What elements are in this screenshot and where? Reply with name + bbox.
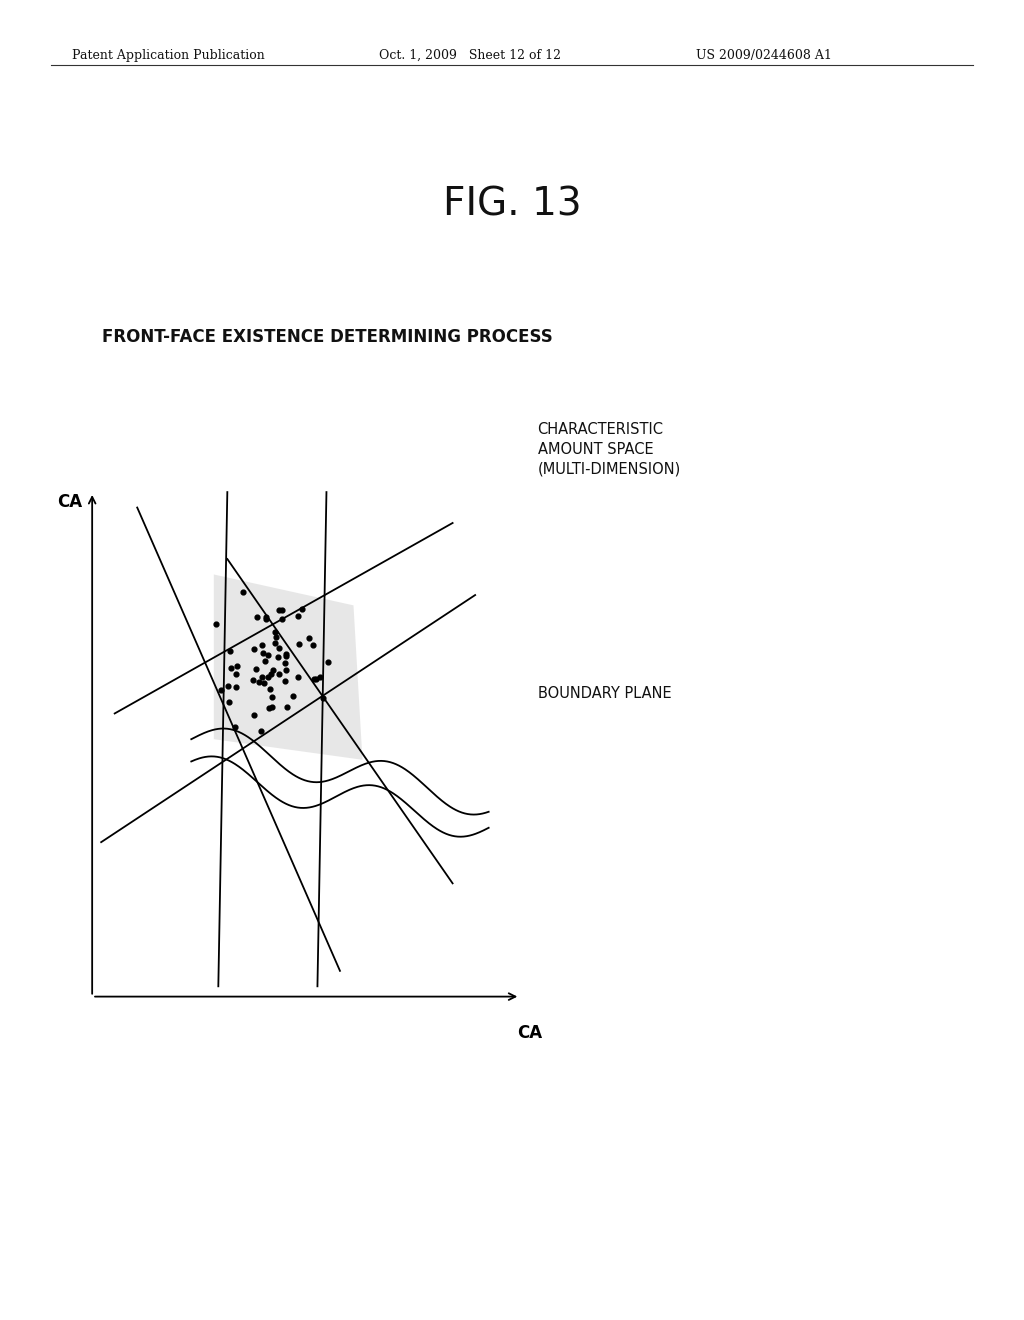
Point <box>251 672 267 693</box>
Text: CHARACTERISTIC
AMOUNT SPACE
(MULTI-DIMENSION): CHARACTERISTIC AMOUNT SPACE (MULTI-DIMEN… <box>538 422 681 477</box>
Point <box>270 638 287 659</box>
Text: FIG. 13: FIG. 13 <box>442 186 582 223</box>
Text: Oct. 1, 2009   Sheet 12 of 12: Oct. 1, 2009 Sheet 12 of 12 <box>379 49 561 62</box>
Point <box>285 685 301 706</box>
Point <box>219 676 236 697</box>
Point <box>222 640 239 661</box>
Point <box>262 678 279 700</box>
Point <box>248 659 264 680</box>
Point <box>314 688 331 709</box>
Point <box>308 668 325 689</box>
Point <box>294 598 310 619</box>
Text: BOUNDARY PLANE: BOUNDARY PLANE <box>538 686 671 701</box>
Point <box>245 669 261 690</box>
Point <box>221 692 238 713</box>
Point <box>271 663 288 684</box>
Point <box>258 609 274 630</box>
Point <box>263 663 280 684</box>
Point <box>254 667 270 688</box>
Point <box>246 638 262 659</box>
Point <box>265 660 282 681</box>
Point <box>311 667 328 688</box>
Point <box>246 705 262 726</box>
Point <box>268 627 285 648</box>
Point <box>249 606 265 627</box>
Point <box>306 669 323 690</box>
Point <box>266 622 283 643</box>
Point <box>213 678 229 700</box>
Polygon shape <box>214 574 362 760</box>
Point <box>278 645 294 667</box>
Point <box>255 643 271 664</box>
Point <box>208 614 224 635</box>
Point <box>276 671 293 692</box>
Point <box>319 651 336 672</box>
Point <box>228 656 245 677</box>
Point <box>223 657 240 678</box>
Point <box>254 634 270 655</box>
Point <box>264 697 281 718</box>
Point <box>260 644 276 665</box>
Point <box>264 686 281 708</box>
Point <box>257 651 273 672</box>
Point <box>258 606 274 627</box>
Text: Patent Application Publication: Patent Application Publication <box>72 49 264 62</box>
Point <box>253 721 269 742</box>
Text: CA: CA <box>517 1023 542 1041</box>
Point <box>261 698 278 719</box>
Point <box>276 653 293 675</box>
Point <box>267 632 284 653</box>
Point <box>291 634 307 655</box>
Point <box>290 667 306 688</box>
Point <box>226 715 243 737</box>
Point <box>279 643 295 664</box>
Point <box>260 667 276 688</box>
Point <box>234 581 251 602</box>
Text: CA: CA <box>57 494 82 511</box>
Point <box>300 627 316 648</box>
Point <box>271 599 288 620</box>
Text: US 2009/0244608 A1: US 2009/0244608 A1 <box>696 49 833 62</box>
Point <box>278 659 294 680</box>
Point <box>228 664 245 685</box>
Text: FRONT-FACE EXISTENCE DETERMINING PROCESS: FRONT-FACE EXISTENCE DETERMINING PROCESS <box>102 327 553 346</box>
Point <box>228 676 245 697</box>
Point <box>305 635 322 656</box>
Point <box>290 606 306 627</box>
Point <box>274 599 291 620</box>
Point <box>270 647 287 668</box>
Point <box>256 672 272 693</box>
Point <box>273 609 290 630</box>
Point <box>280 696 296 717</box>
